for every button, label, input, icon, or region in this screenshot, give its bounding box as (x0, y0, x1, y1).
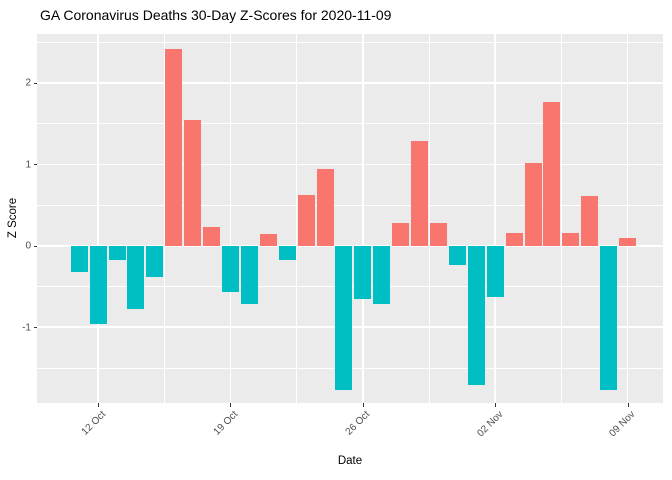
gridline-minor-horizontal (37, 41, 663, 43)
bar-negative (89, 245, 107, 324)
gridline-major-vertical (626, 34, 629, 403)
y-axis-title: Z Score (7, 197, 19, 239)
bar-positive (619, 238, 637, 246)
y-tick-mark (33, 82, 37, 84)
bar-negative (354, 245, 372, 299)
y-tick-label: -1 (22, 322, 31, 334)
bar-positive (505, 232, 523, 246)
bar-negative (108, 245, 126, 260)
bar-negative (467, 245, 485, 386)
bar-positive (203, 227, 221, 246)
gridline-minor-vertical (428, 34, 430, 403)
bar-negative (127, 245, 145, 310)
bar-positive (316, 169, 334, 246)
bar-positive (411, 140, 429, 246)
y-tick-mark (33, 164, 37, 166)
bar-negative (221, 245, 239, 293)
bar-negative (486, 245, 504, 298)
bar-negative (240, 245, 258, 304)
chart-title: GA Coronavirus Deaths 30-Day Z-Scores fo… (40, 7, 392, 23)
plot-panel (37, 34, 663, 403)
gridline-major-vertical (362, 34, 364, 403)
bar-positive (581, 196, 599, 246)
x-tick-mark (627, 403, 629, 407)
bar-positive (165, 48, 183, 246)
x-tick-label: 12 Oct (79, 409, 108, 438)
x-tick-label: 09 Nov (607, 409, 638, 440)
bar-negative (70, 245, 88, 272)
bar-positive (184, 119, 202, 246)
y-tick-label: 0 (25, 240, 31, 252)
bar-positive (543, 102, 561, 246)
gridline-major-horizontal (37, 82, 663, 84)
gridline-minor-vertical (561, 34, 562, 403)
bar-negative (448, 245, 466, 266)
gridline-major-vertical (494, 34, 496, 403)
gridline-minor-vertical (163, 34, 165, 403)
x-tick-label: 19 Oct (211, 409, 241, 438)
y-tick-label: 2 (25, 77, 31, 89)
x-tick-mark (362, 403, 364, 407)
gridline-minor-horizontal (37, 204, 663, 206)
bar-positive (392, 222, 410, 246)
x-axis-title: Date (337, 455, 363, 467)
y-tick-mark (33, 327, 37, 329)
gridline-major-horizontal (37, 163, 663, 166)
bar-positive (259, 234, 277, 246)
y-tick-mark (33, 245, 37, 247)
x-tick-label: 26 Oct (344, 409, 373, 438)
bar-negative (600, 245, 618, 390)
bar-positive (297, 195, 315, 246)
y-tick-label: 1 (25, 159, 31, 171)
bar-negative (146, 245, 164, 277)
gridline-minor-horizontal (37, 123, 663, 124)
bar-positive (429, 222, 447, 246)
bar-positive (562, 232, 580, 246)
x-tick-mark (230, 403, 232, 407)
bar-negative (335, 245, 353, 390)
bar-negative (373, 245, 391, 304)
gridline-major-vertical (229, 34, 232, 403)
gridline-minor-vertical (296, 34, 298, 403)
bar-positive (524, 162, 542, 246)
x-tick-label: 02 Nov (474, 409, 506, 440)
x-tick-mark (98, 403, 100, 407)
x-tick-mark (495, 403, 497, 407)
bar-negative (278, 245, 296, 261)
gridline-major-vertical (97, 34, 99, 403)
